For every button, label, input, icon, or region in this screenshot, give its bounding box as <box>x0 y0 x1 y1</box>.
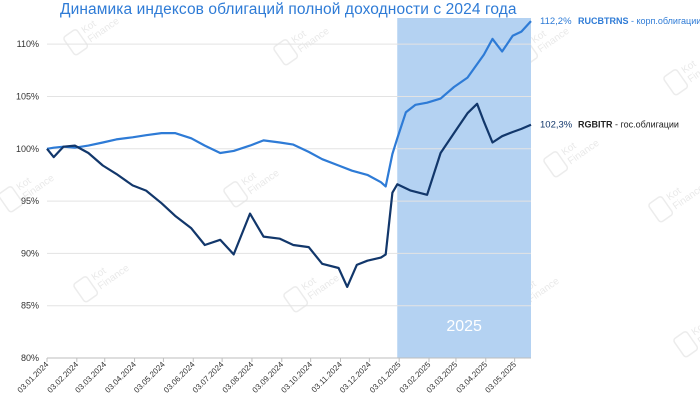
chart-title: Динамика индексов облигаций полной доход… <box>60 1 517 18</box>
watermark-cat-icon <box>283 286 309 313</box>
y-tick-label: 100% <box>16 144 39 154</box>
series-layer <box>46 20 532 288</box>
watermark-cat-icon <box>223 181 249 208</box>
x-tick-label: 03.10.2024 <box>279 360 314 395</box>
shaded-region-label: 2025 <box>446 318 482 335</box>
end-labels: 112,2% RUCBTRNS - корп.облигации 102,3% RGB… <box>540 16 700 131</box>
y-tick-label: 90% <box>21 248 39 258</box>
legend-label-rucbtrns: RUCBTRNS - корп.облигации <box>578 16 700 26</box>
legend-label-rgbitr: RGBITR - гос.облигации <box>578 120 679 130</box>
shaded-region-2025 <box>397 18 531 358</box>
y-tick-label: 95% <box>21 196 39 206</box>
series-line-rucbtrns <box>46 20 532 188</box>
y-tick-label: 110% <box>17 39 39 49</box>
watermark-cat-icon <box>648 196 674 223</box>
end-value-rucbtrns: 112,2% <box>540 16 572 27</box>
watermark-cat-icon <box>0 186 24 213</box>
y-axis: 80% 85% 90% 95% 100% 105% 110% <box>16 39 531 363</box>
watermark-cat-icon <box>63 29 89 56</box>
end-value-rgbitr: 102,3% <box>540 120 573 131</box>
watermark-text: Kot <box>690 320 700 338</box>
x-axis: 03.01.202403.02.202403.03.202403.04.2024… <box>16 358 518 395</box>
y-tick-label: 105% <box>16 91 39 101</box>
watermark-cat-icon <box>273 39 299 66</box>
y-tick-label: 85% <box>21 301 39 311</box>
watermark-cat-icon <box>73 276 99 303</box>
x-tick-label: 03.05.2025 <box>483 360 518 395</box>
series-line-rgbitr <box>46 102 532 288</box>
watermark-cat-icon <box>673 331 699 358</box>
watermark-cat-icon <box>663 69 689 96</box>
watermark-cat-icon <box>543 151 569 178</box>
y-tick-label: 80% <box>21 353 39 363</box>
